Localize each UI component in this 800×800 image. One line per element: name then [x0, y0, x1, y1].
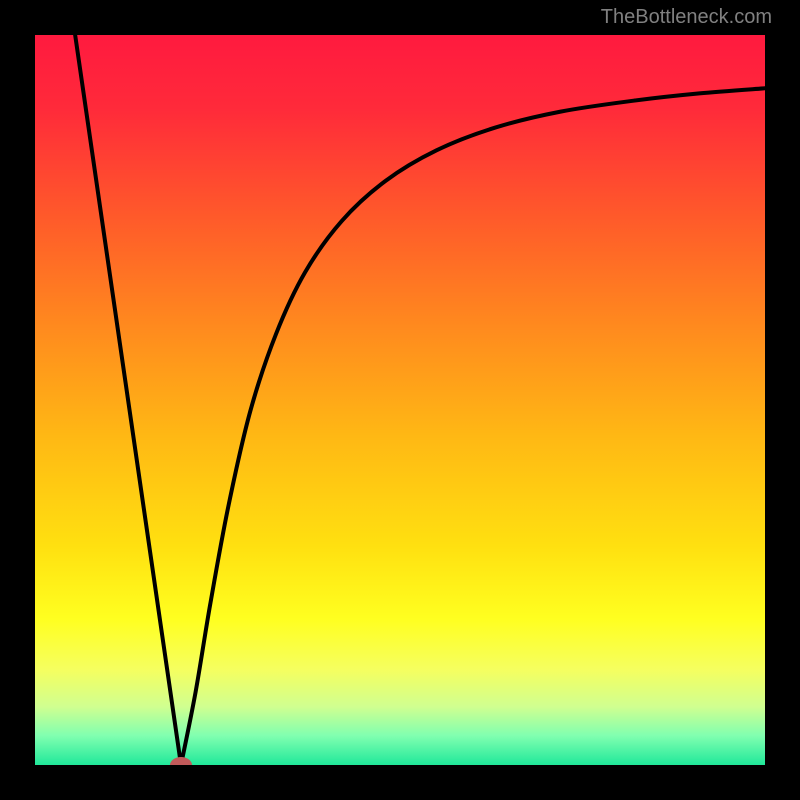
bottleneck-curve [35, 35, 765, 765]
watermark-text: TheBottleneck.com [601, 6, 772, 29]
optimal-point-marker [170, 757, 192, 765]
plot-area [35, 35, 765, 765]
